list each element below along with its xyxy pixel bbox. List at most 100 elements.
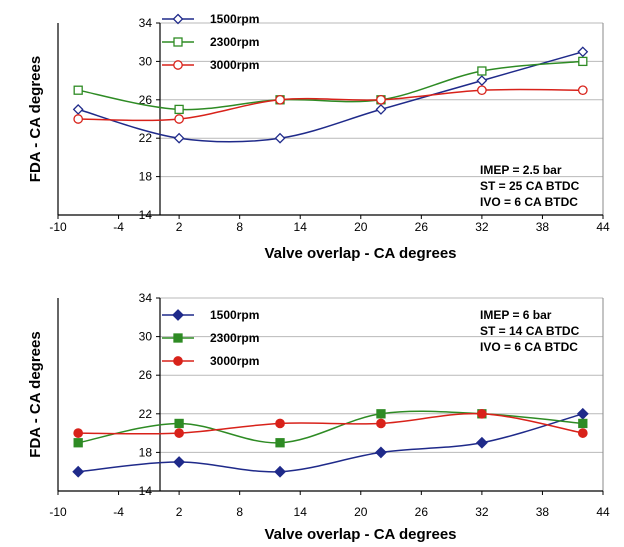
legend-label: 2300rpm [210, 35, 259, 49]
data-point [274, 132, 286, 144]
x-tick-label: 14 [294, 505, 308, 519]
legend-label: 3000rpm [210, 58, 259, 72]
data-point [274, 465, 286, 478]
y-tick-label: 30 [139, 54, 153, 68]
x-tick-label: 26 [415, 505, 429, 519]
x-tick-label: -10 [49, 220, 67, 234]
legend-marker [173, 60, 183, 70]
x-tick-label: 2 [176, 505, 183, 519]
series-line [78, 88, 583, 122]
x-axis-label: Valve overlap - CA degrees [264, 526, 456, 543]
data-point [275, 438, 285, 448]
x-tick-label: 20 [354, 505, 368, 519]
y-axis-label: FDA - CA degrees [27, 56, 44, 182]
data-point [275, 418, 285, 429]
legend: 1500rpm 2300rpm 3000rpm [162, 12, 259, 72]
x-tick-label: 20 [354, 220, 368, 234]
data-point [173, 132, 185, 144]
data-point [576, 407, 589, 420]
legend: 1500rpm 2300rpm 3000rpm [162, 308, 259, 368]
x-tick-label: -4 [113, 505, 124, 519]
annotation: IMEP = 6 bar [480, 308, 552, 322]
y-axis-label: FDA - CA degrees [27, 331, 44, 457]
data-point [72, 465, 85, 478]
annotation: IVO = 6 CA BTDC [480, 195, 578, 209]
y-tick-label: 26 [139, 93, 153, 107]
data-point [73, 428, 84, 438]
x-tick-label: 38 [536, 220, 550, 234]
data-point [477, 85, 487, 96]
data-point [375, 103, 387, 115]
legend-label: 1500rpm [210, 308, 259, 322]
data-point [173, 456, 186, 468]
x-axis-label: Valve overlap - CA degrees [264, 245, 456, 262]
legend-marker [173, 356, 183, 366]
x-tick-label: 44 [596, 220, 610, 234]
data-point [577, 428, 588, 438]
legend-marker [172, 309, 184, 321]
series-line [78, 60, 583, 111]
series-line [77, 51, 584, 143]
annotation: IVO = 6 CA BTDC [480, 340, 578, 354]
data-point [174, 428, 184, 438]
series-1500rpm [72, 46, 589, 144]
chart-2: 14 18 22 26 30 34 -10 -4 2 8 14 20 26 32 38 44 Valve ove… [27, 291, 610, 543]
legend-label: 1500rpm [210, 12, 259, 26]
data-point [72, 103, 84, 115]
x-tick-label: 2 [176, 220, 183, 234]
x-tick-label: 32 [475, 505, 489, 519]
series-3000rpm [73, 85, 588, 124]
annotation: ST = 14 CA BTDC [480, 324, 580, 338]
y-tick-label: 30 [139, 330, 153, 344]
series-line [78, 410, 583, 444]
x-tick-label: 14 [294, 220, 308, 234]
x-tick-label: 26 [415, 220, 429, 234]
y-tick-label: 34 [139, 291, 153, 305]
data-point [577, 46, 589, 58]
x-tick-label: 8 [236, 220, 243, 234]
x-tick-label: 32 [475, 220, 489, 234]
chart-1: 14 18 22 26 30 34 -10 -4 2 8 14 20 26 32 38 44 Valve ove… [27, 12, 610, 262]
x-tick-label: 44 [596, 505, 610, 519]
data-point [578, 418, 588, 429]
annotation-block: IMEP = 2.5 bar ST = 25 CA BTDC IVO = 6 CA … [480, 163, 580, 209]
data-point [375, 446, 387, 459]
data-point [477, 408, 487, 419]
y-tick-label: 22 [139, 131, 153, 145]
data-point [275, 94, 285, 105]
annotation: ST = 25 CA BTDC [480, 179, 580, 193]
annotation-block: IMEP = 6 bar ST = 14 CA BTDC IVO = 6 CA BT… [480, 308, 580, 354]
data-point [376, 418, 386, 429]
legend-label: 2300rpm [210, 331, 259, 345]
y-tick-label: 34 [139, 16, 153, 30]
series-1500rpm [72, 407, 589, 478]
x-tick-label: -10 [49, 505, 67, 519]
annotation: IMEP = 2.5 bar [480, 163, 562, 177]
legend-marker [173, 37, 183, 47]
legend-label: 3000rpm [210, 354, 259, 368]
data-point [376, 409, 386, 419]
data-point [477, 66, 487, 76]
data-point [476, 75, 488, 87]
legend-marker [173, 333, 183, 343]
series-3000rpm [73, 408, 588, 438]
series-line [78, 413, 584, 473]
data-point [73, 438, 83, 448]
y-tick-label: 26 [139, 368, 153, 382]
y-tick-label: 18 [139, 170, 153, 184]
data-point [73, 114, 84, 124]
series-line [78, 412, 583, 435]
legend-marker [172, 13, 184, 25]
y-tick-label: 14 [139, 208, 153, 222]
data-point [376, 94, 386, 105]
x-tick-label: 8 [236, 505, 243, 519]
data-point [475, 436, 488, 449]
x-tick-label: -4 [113, 220, 124, 234]
data-point [578, 56, 588, 67]
data-point [577, 85, 588, 96]
y-tick-label: 18 [139, 445, 153, 459]
data-point [174, 114, 184, 124]
x-tick-label: 38 [536, 505, 550, 519]
data-point [73, 85, 83, 95]
